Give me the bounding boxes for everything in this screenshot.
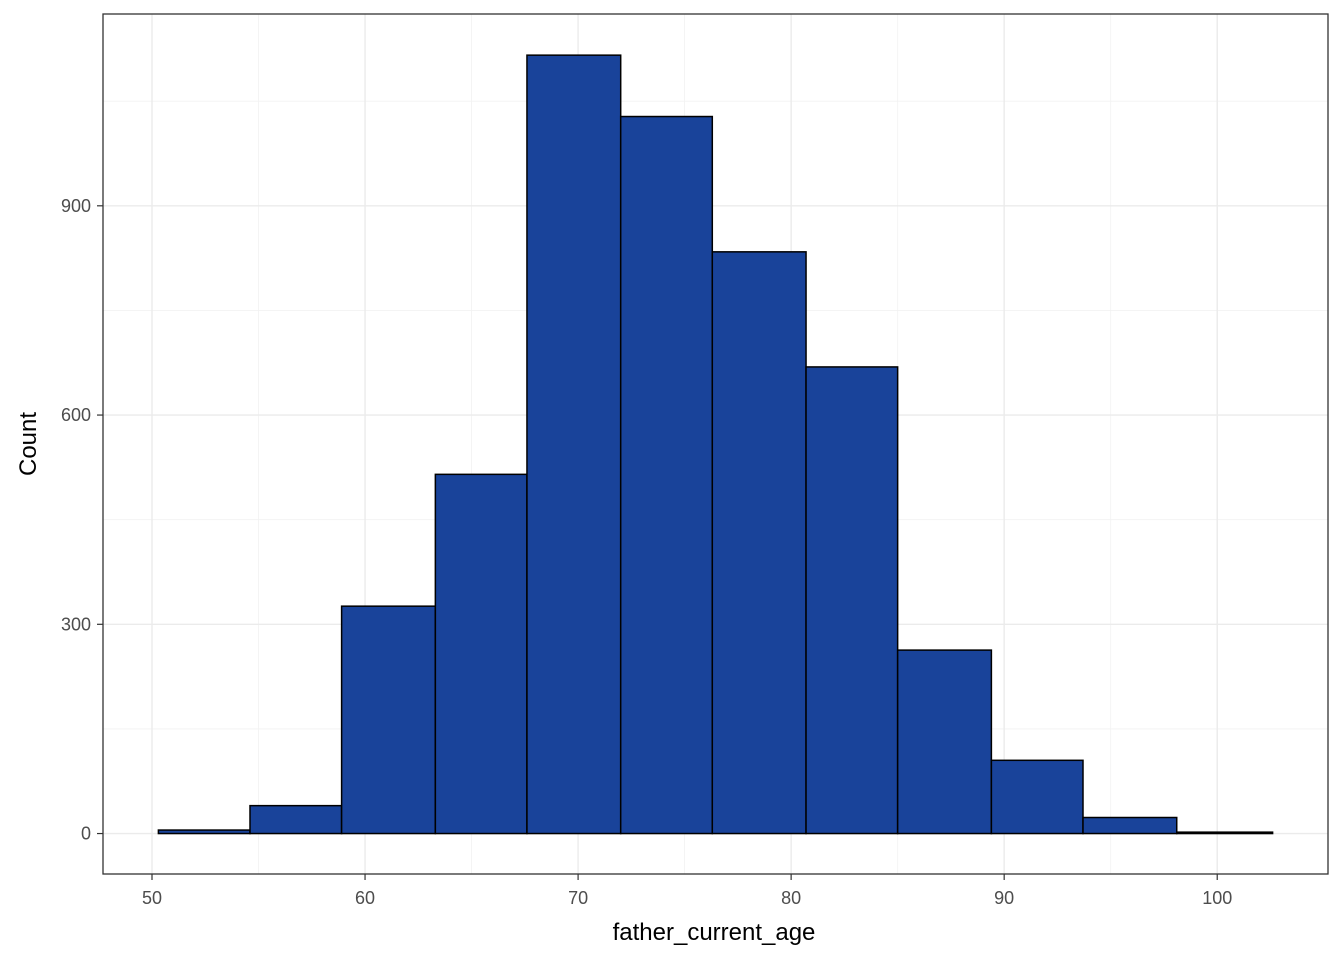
x-tick-label: 70 — [568, 888, 588, 908]
histogram-bar — [434, 473, 528, 835]
histogram-bar — [619, 115, 714, 835]
histogram-bar — [896, 649, 993, 835]
y-axis-title: Count — [15, 412, 42, 476]
histogram-bar — [711, 251, 807, 835]
x-tick-label: 100 — [1202, 888, 1232, 908]
histogram-bar — [990, 759, 1084, 835]
y-axis-ticks: 0 300 600 900 — [61, 196, 103, 844]
panel-border — [102, 13, 1329, 875]
histogram-bar — [1175, 831, 1274, 835]
histogram-bar — [526, 54, 622, 835]
x-tick-label: 90 — [994, 888, 1014, 908]
x-tick-label: 60 — [355, 888, 375, 908]
histogram-bar — [340, 605, 437, 835]
y-tick-label: 0 — [81, 824, 91, 844]
histogram-bar — [805, 366, 899, 835]
histogram-bar — [1082, 816, 1178, 835]
x-axis-title: father_current_age — [613, 919, 816, 946]
y-tick-label: 300 — [61, 614, 91, 634]
histogram-bar — [249, 804, 343, 835]
y-tick-label: 600 — [61, 405, 91, 425]
x-tick-label: 80 — [781, 888, 801, 908]
histogram-bars — [157, 54, 1274, 835]
x-tick-label: 50 — [142, 888, 162, 908]
histogram-bar — [157, 829, 251, 835]
x-axis-ticks: 50 60 70 80 90 100 — [142, 874, 1232, 908]
y-tick-label: 900 — [61, 196, 91, 216]
